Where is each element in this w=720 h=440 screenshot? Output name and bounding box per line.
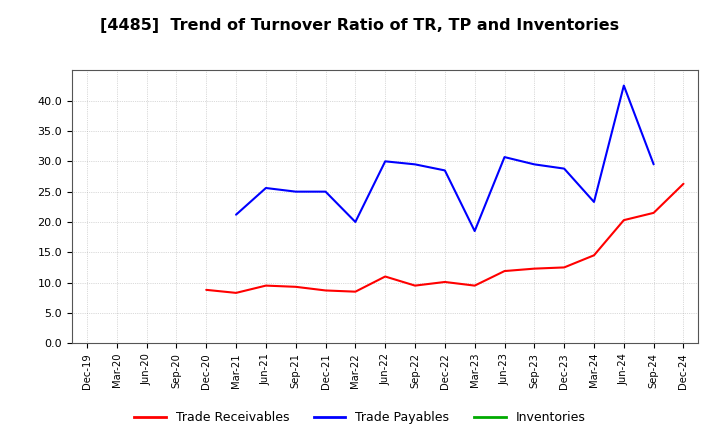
Trade Receivables — [619, 217, 628, 223]
Trade Receivables — [560, 265, 569, 270]
Trade Receivables — [410, 283, 419, 288]
Trade Receivables — [261, 283, 270, 288]
Trade Receivables — [351, 289, 360, 294]
Trade Receivables — [649, 210, 658, 216]
Trade Payables — [232, 212, 240, 217]
Line: Trade Receivables: Trade Receivables — [206, 184, 683, 293]
Trade Receivables — [500, 268, 509, 274]
Trade Receivables — [470, 283, 479, 288]
Trade Receivables — [679, 181, 688, 187]
Trade Payables — [410, 162, 419, 167]
Trade Payables — [530, 162, 539, 167]
Trade Payables — [649, 162, 658, 167]
Trade Payables — [470, 228, 479, 234]
Legend: Trade Receivables, Trade Payables, Inventories: Trade Receivables, Trade Payables, Inven… — [130, 407, 590, 429]
Text: [4485]  Trend of Turnover Ratio of TR, TP and Inventories: [4485] Trend of Turnover Ratio of TR, TP… — [100, 18, 620, 33]
Trade Payables — [381, 159, 390, 164]
Trade Payables — [321, 189, 330, 194]
Trade Payables — [261, 185, 270, 191]
Trade Receivables — [590, 253, 598, 258]
Trade Payables — [351, 219, 360, 224]
Trade Receivables — [292, 284, 300, 290]
Line: Trade Payables: Trade Payables — [236, 85, 654, 231]
Trade Receivables — [202, 287, 210, 293]
Trade Receivables — [232, 290, 240, 296]
Trade Receivables — [381, 274, 390, 279]
Trade Payables — [500, 154, 509, 160]
Trade Receivables — [321, 288, 330, 293]
Trade Payables — [292, 189, 300, 194]
Trade Payables — [560, 166, 569, 171]
Trade Receivables — [441, 279, 449, 285]
Trade Payables — [590, 199, 598, 205]
Trade Receivables — [530, 266, 539, 271]
Trade Payables — [619, 83, 628, 88]
Trade Payables — [441, 168, 449, 173]
